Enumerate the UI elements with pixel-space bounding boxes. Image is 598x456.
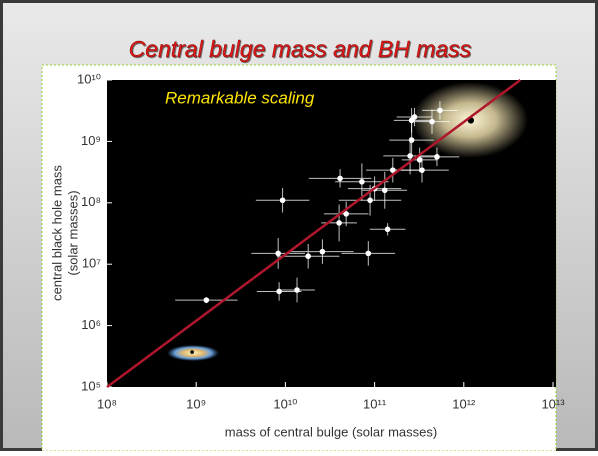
data-point (384, 226, 391, 233)
data-point (294, 287, 300, 293)
data-point (365, 250, 372, 257)
x-tick-label: 10⁸ (97, 396, 117, 411)
y-tick-label: 10⁵ (81, 378, 101, 393)
y-tick-label: 10⁷ (82, 256, 101, 271)
data-point (390, 167, 396, 173)
y-tick-label: 10¹⁰ (77, 71, 101, 86)
data-point (305, 253, 311, 259)
x-tick-label: 10¹² (452, 396, 476, 411)
fit-line (106, 78, 522, 389)
data-point (408, 137, 415, 143)
slide-title: Central bulge mass and BH mass (129, 36, 472, 62)
x-tick-label: 10⁹ (186, 396, 206, 411)
data-point (429, 118, 435, 125)
highlight-point (190, 350, 194, 354)
y-axis-label: central black hole mass (49, 165, 64, 301)
y-tick-label: 10⁹ (81, 133, 101, 148)
data-point (359, 178, 365, 185)
data-point (343, 211, 349, 217)
x-tick-label: 10¹¹ (363, 396, 387, 411)
data-point (434, 154, 440, 160)
data-point (416, 157, 423, 163)
data-point (337, 175, 343, 182)
data-point (276, 288, 282, 295)
data-point (381, 187, 388, 194)
data-point (411, 114, 418, 120)
data-point (279, 197, 286, 204)
y-tick-label: 10⁸ (81, 194, 101, 209)
data-point (319, 248, 326, 255)
y-axis-label: (solar masses) (65, 190, 80, 275)
annotation: Remarkable scaling (165, 88, 315, 107)
data-point (336, 220, 342, 226)
plot: 10⁸ 10⁹ 10¹⁰ 10¹¹ 10¹² 10¹³ 10⁵ 10⁶ 10⁷ 10⁸ 10⁹ 10¹… (77, 71, 565, 411)
data-point (275, 250, 281, 257)
x-tick-label: 10¹⁰ (273, 396, 297, 411)
x-tick-label: 10¹³ (541, 396, 565, 411)
data-point (419, 167, 425, 173)
y-tick-label: 10⁶ (81, 317, 101, 332)
data-point (437, 107, 443, 114)
data-point (367, 197, 373, 204)
data-point (203, 297, 210, 303)
x-axis-label: mass of central bulge (solar masses) (225, 424, 437, 439)
